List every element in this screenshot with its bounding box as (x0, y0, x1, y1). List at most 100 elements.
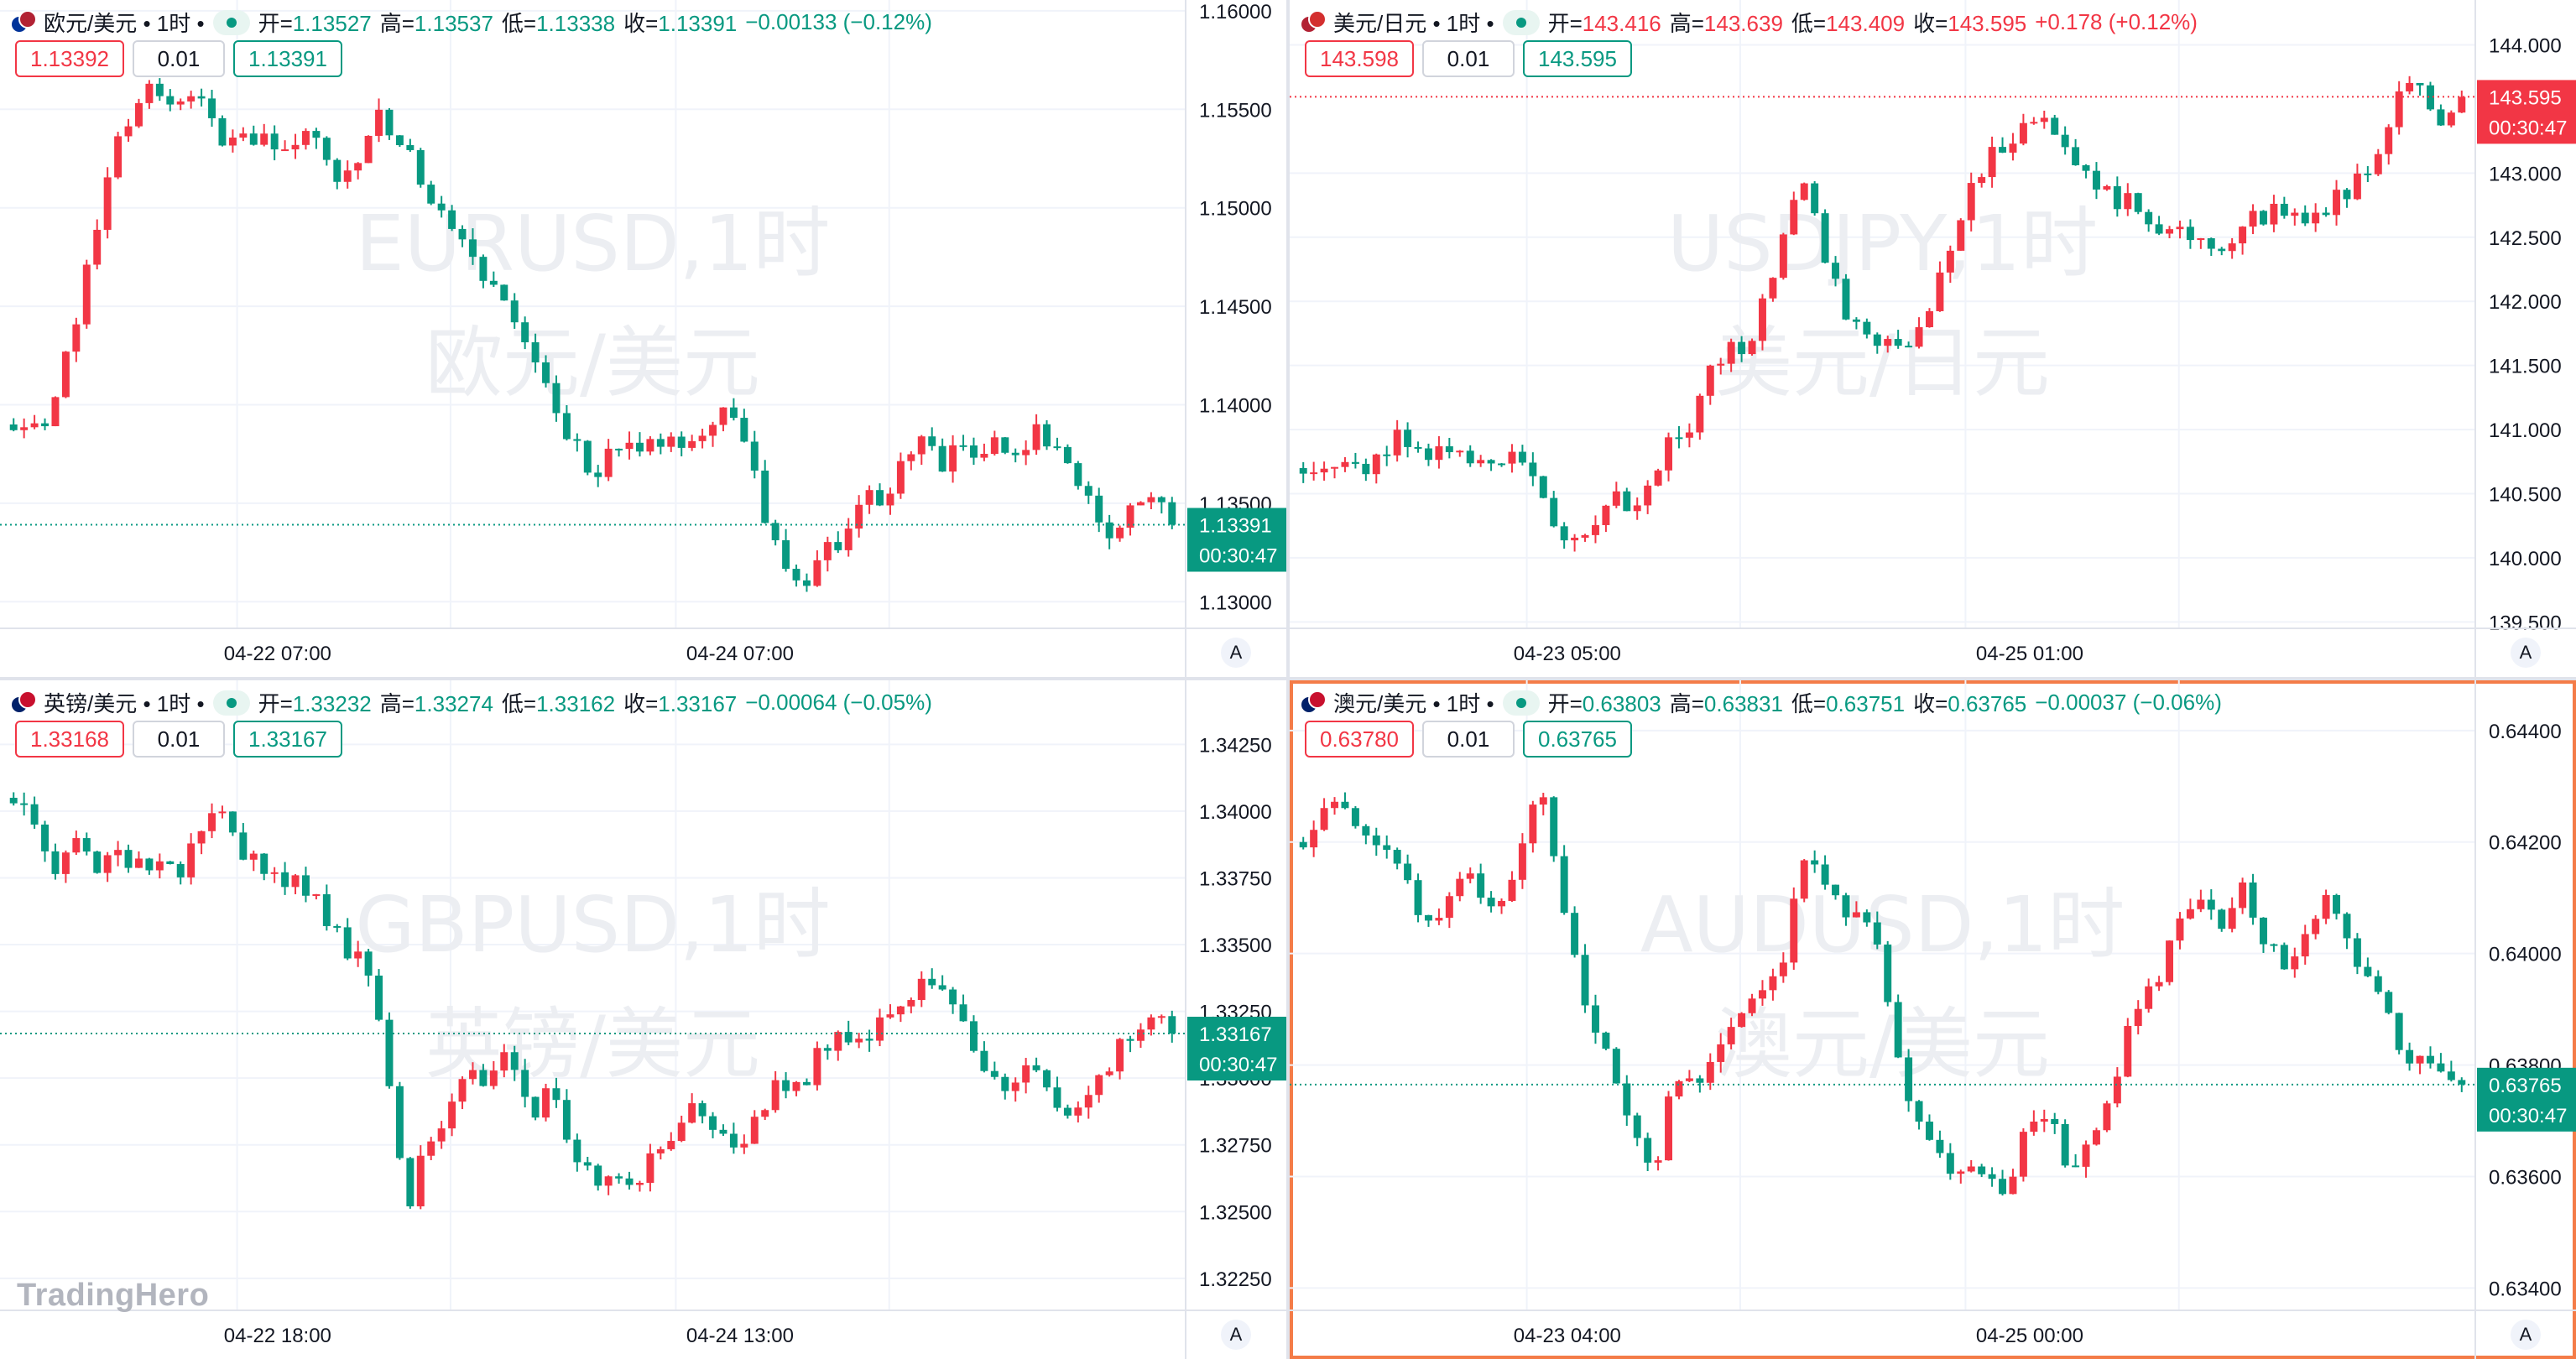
quantity-input[interactable]: 0.01 (132, 40, 225, 77)
candle (1011, 448, 1019, 463)
sell-button[interactable]: 1.13392 (15, 40, 124, 77)
candle (2155, 976, 2163, 992)
candle (1748, 338, 1756, 356)
candle (949, 435, 957, 483)
market-status-icon[interactable] (1502, 9, 1540, 35)
ohlc-close: 收=143.595 (1913, 11, 2027, 36)
auto-scale-button[interactable]: A (2511, 1320, 2541, 1350)
buy-button[interactable]: 1.13391 (232, 40, 342, 77)
buy-button[interactable]: 0.63765 (1522, 721, 1632, 758)
market-status-icon[interactable] (1502, 690, 1540, 716)
candle (20, 792, 29, 816)
candle (1591, 994, 1599, 1044)
candle (740, 1134, 748, 1154)
candle (886, 487, 894, 515)
price-tick-label: 0.63600 (2489, 1166, 2562, 1189)
candle (2103, 1101, 2111, 1132)
candlestick-chart[interactable]: GBPUSD,1时英镑/美元1.342501.340001.337501.335… (0, 680, 1286, 1359)
price-tick-label: 141.500 (2489, 356, 2562, 378)
symbol-title[interactable]: 美元/日元 • 1时 • (1333, 11, 1494, 36)
sell-button[interactable]: 143.598 (1305, 40, 1414, 77)
sell-button[interactable]: 1.33168 (15, 721, 124, 758)
market-status-icon[interactable] (212, 690, 250, 716)
chart-pane-audusd[interactable]: AUDUSD,1时 澳元/美元 0.64400 0.64200 0.64000 0.638… (1290, 680, 2576, 1359)
candle (2447, 1060, 2455, 1082)
candle (166, 861, 175, 865)
chart-pane-usdjpy[interactable]: USDJPY,1时 美元/日元 144.000 143.000 142.500 142.0… (1290, 0, 2576, 677)
candle (1126, 1035, 1134, 1053)
buy-button[interactable]: 1.33167 (232, 721, 342, 758)
currency-pair-flag-icon (10, 9, 37, 35)
candle (750, 1110, 759, 1144)
candle (1424, 443, 1432, 466)
price-tick-label: 139.500 (2489, 612, 2562, 634)
candle (1331, 797, 1339, 815)
candle (2207, 237, 2215, 257)
candle (1852, 317, 1860, 330)
candle (1873, 332, 1881, 354)
price-tick-label: 1.15000 (1199, 198, 1272, 221)
candle (2416, 82, 2424, 96)
symbol-legend[interactable]: 欧元/美元 • 1时 • 开=1.13527 高=1.13537 低=1.13338 收… (10, 7, 932, 38)
sell-button[interactable]: 0.63780 (1305, 721, 1414, 758)
candle (1435, 908, 1443, 925)
candle (1362, 458, 1370, 482)
quantity-input[interactable]: 0.01 (132, 721, 225, 758)
symbol-title[interactable]: 澳元/美元 • 1时 • (1333, 691, 1494, 716)
candle (2301, 205, 2309, 226)
candle (291, 873, 300, 894)
candle (2155, 216, 2163, 236)
candle (615, 1173, 623, 1184)
ohlc-open: 开=1.33232 (258, 691, 372, 716)
candle (1821, 209, 1829, 264)
chart-pane-eurusd[interactable]: EURUSD,1时 欧元/美元 1.16000 1.15500 1.15000 1.145… (0, 0, 1286, 677)
time-tick-label: 04-25 01:00 (1976, 643, 2083, 665)
bar-countdown: 00:30:47 (2489, 117, 2567, 139)
auto-scale-button[interactable]: A (1221, 1320, 1251, 1350)
candle (114, 132, 123, 180)
candle (635, 1180, 644, 1192)
candle (2395, 1013, 2403, 1054)
candle (2259, 210, 2267, 226)
candle (1612, 482, 1620, 508)
candle (667, 432, 675, 452)
auto-scale-button[interactable]: A (2511, 638, 2541, 668)
candle (688, 435, 696, 451)
candle (2259, 917, 2267, 953)
candle (1518, 833, 1526, 889)
time-tick-label: 04-24 07:00 (686, 643, 794, 665)
candle (928, 427, 936, 451)
candle (1978, 1164, 1986, 1178)
ohlc-close: 收=0.63765 (1913, 691, 2027, 716)
candle (458, 225, 467, 247)
candle (1560, 522, 1568, 549)
candle (1915, 317, 1923, 349)
candle (969, 1015, 978, 1053)
quantity-input[interactable]: 0.01 (1421, 721, 1515, 758)
symbol-legend[interactable]: 英镑/美元 • 1时 • 开=1.33232 高=1.33274 低=1.33162 收… (10, 687, 932, 718)
chart-pane-gbpusd[interactable]: GBPUSD,1时 英镑/美元 1.34250 1.34000 1.33750 1.335… (0, 680, 1286, 1359)
market-status-icon[interactable] (212, 9, 250, 35)
candlestick-chart[interactable]: AUDUSD,1时澳元/美元0.644000.642000.640000.638… (1290, 680, 2576, 1359)
candle (2009, 133, 2017, 161)
candle (2270, 943, 2278, 952)
auto-scale-button[interactable]: A (1221, 638, 1251, 668)
quantity-input[interactable]: 0.01 (1421, 40, 1515, 77)
candle (2353, 933, 2361, 975)
candle (1022, 1058, 1030, 1094)
candle (72, 830, 81, 856)
candle (2134, 1000, 2142, 1035)
symbol-legend[interactable]: 美元/日元 • 1时 • 开=143.416 高=143.639 低=143.409 收… (1300, 7, 2198, 38)
symbol-title[interactable]: 欧元/美元 • 1时 • (44, 11, 205, 36)
candle (1331, 466, 1339, 479)
candle (1383, 445, 1391, 466)
candle (2019, 1128, 2027, 1182)
symbol-title[interactable]: 英镑/美元 • 1时 • (44, 691, 205, 716)
trade-panel: 0.63780 0.01 0.63765 (1305, 721, 1632, 758)
candle (1946, 245, 1954, 284)
symbol-legend[interactable]: 澳元/美元 • 1时 • 开=0.63803 高=0.63831 低=0.63751 收… (1300, 687, 2222, 718)
candle (437, 1121, 446, 1149)
buy-button[interactable]: 143.595 (1522, 40, 1632, 77)
